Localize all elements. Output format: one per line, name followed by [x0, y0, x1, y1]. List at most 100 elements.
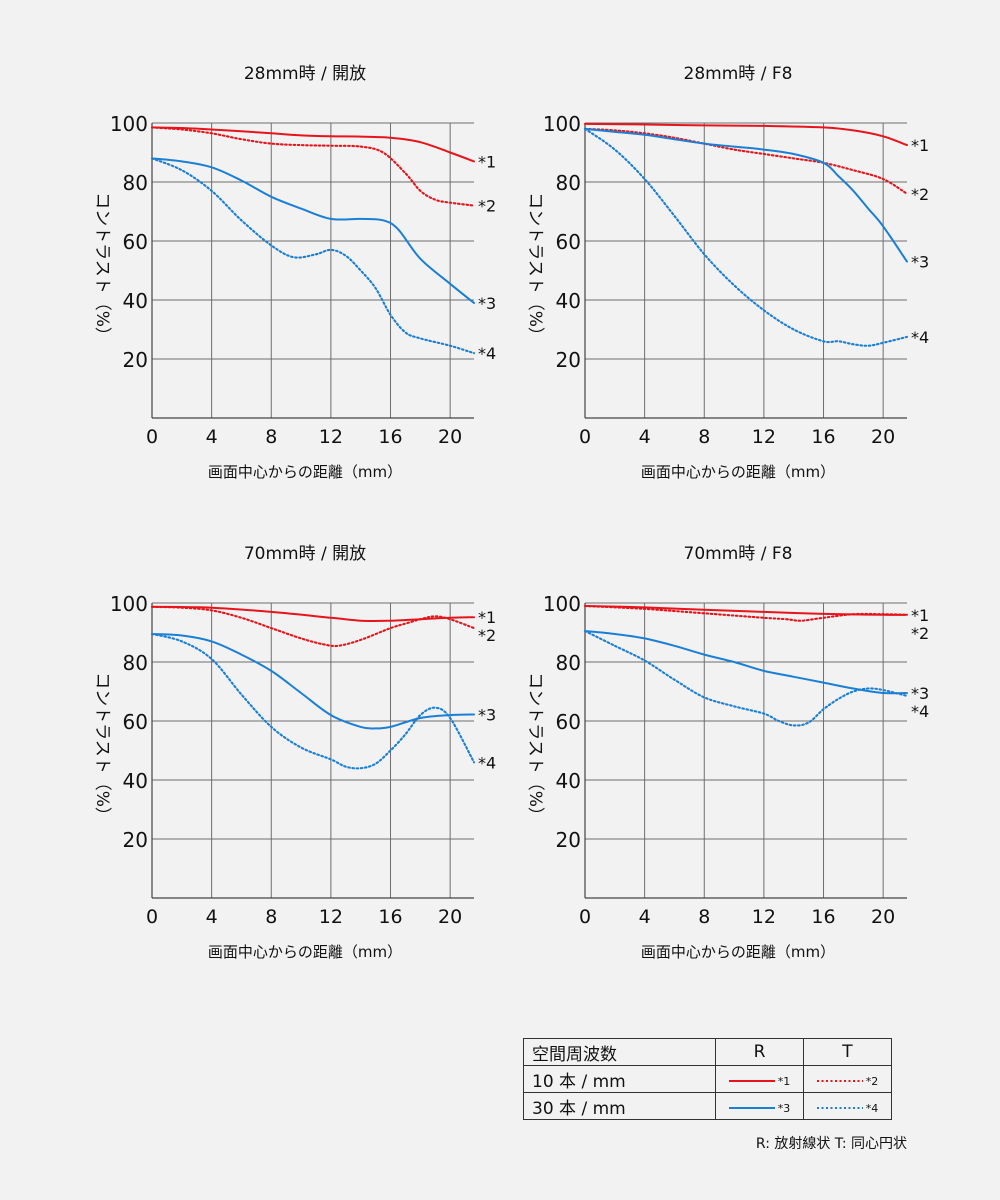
- y-tick-label: 100: [543, 112, 581, 136]
- x-tick-label: 16: [378, 906, 402, 928]
- y-tick-label: 60: [556, 710, 581, 734]
- x-tick-label: 20: [871, 906, 895, 928]
- x-tick-label: 4: [206, 906, 218, 928]
- legend-line-solid-red: [728, 1080, 775, 1082]
- x-tick-label: 16: [378, 426, 402, 448]
- y-tick-label: 60: [556, 230, 581, 254]
- series-line: [150, 157, 476, 355]
- legend-line-dotted-red: [816, 1080, 863, 1082]
- legend-line-solid-blue: [728, 1107, 775, 1109]
- series-line: [583, 629, 909, 727]
- series-end-label: *3: [478, 706, 496, 725]
- x-tick-label: 0: [579, 426, 591, 448]
- series-end-label: *3: [911, 253, 929, 272]
- y-tick-label: 80: [556, 171, 581, 195]
- y-tick-label: 60: [123, 230, 148, 254]
- x-tick-label: 0: [146, 906, 158, 928]
- y-axis-label: コントラスト（%）: [92, 192, 112, 344]
- y-tick-label: 80: [556, 651, 581, 675]
- legend-col-t: T: [803, 1038, 892, 1066]
- series-end-label: *4: [478, 753, 496, 772]
- x-tick-label: 12: [752, 426, 776, 448]
- series-line: [583, 127, 909, 195]
- legend-title: 空間周波数: [523, 1038, 716, 1066]
- y-tick-label: 100: [110, 592, 148, 616]
- x-tick-label: 12: [319, 906, 343, 928]
- legend-sample-r3: *3: [715, 1092, 804, 1120]
- series-line: [584, 122, 908, 147]
- series-line: [584, 630, 908, 695]
- y-tick-label: 40: [556, 289, 581, 313]
- x-tick-label: 0: [146, 426, 158, 448]
- x-tick-label: 8: [698, 906, 710, 928]
- x-tick-label: 12: [319, 426, 343, 448]
- series-end-label: *2: [478, 197, 496, 216]
- series-line: [150, 632, 476, 770]
- x-tick-label: 4: [639, 426, 651, 448]
- series-end-label: *1: [478, 152, 496, 171]
- legend-row-label: 30 本 / mm: [523, 1092, 716, 1120]
- series-end-label: *1: [911, 606, 929, 625]
- legend-row-10: 10 本 / mm *1 *2: [523, 1065, 892, 1093]
- x-tick-label: 4: [639, 906, 651, 928]
- y-tick-label: 20: [123, 828, 148, 852]
- legend-sample-t1: *2: [803, 1065, 892, 1093]
- y-tick-label: 40: [556, 769, 581, 793]
- legend-mark: *2: [865, 1074, 879, 1088]
- mtf-panel-3: 70mm時 / 開放 20 40 60 80 100 0 4 8 12 16 20 画面中心からの距離（…: [92, 544, 496, 961]
- mtf-panel-4: 70mm時 / F8 20 40 60 80 100 0 4 8 12 16 20 画面中心からの距離（…: [525, 544, 929, 961]
- series-end-label: *2: [478, 626, 496, 645]
- y-axis-label: コントラスト（%）: [525, 672, 545, 824]
- legend-table: 空間周波数 R T 10 本 / mm *1 *2 30 本 / mm *3: [523, 1038, 892, 1120]
- series-end-label: *1: [911, 136, 929, 155]
- y-tick-label: 100: [543, 592, 581, 616]
- y-axis-label: コントラスト（%）: [92, 672, 112, 824]
- chart-title: 70mm時 / F8: [684, 544, 793, 564]
- legend-mark: *4: [865, 1101, 879, 1115]
- y-tick-label: 100: [110, 112, 148, 136]
- y-tick-label: 80: [123, 651, 148, 675]
- series-end-label: *2: [911, 185, 929, 204]
- series-line: [583, 604, 909, 622]
- y-tick-label: 40: [123, 769, 148, 793]
- series-end-label: *4: [911, 328, 929, 347]
- series-end-label: *4: [911, 702, 929, 721]
- x-tick-label: 12: [752, 906, 776, 928]
- series-end-label: *4: [478, 344, 496, 363]
- series-line: [584, 127, 908, 263]
- chart-title: 28mm時 / 開放: [244, 64, 366, 84]
- y-tick-label: 20: [556, 828, 581, 852]
- series-line: [151, 126, 475, 163]
- series-end-label: *3: [911, 684, 929, 703]
- series-end-label: *1: [478, 608, 496, 627]
- series-line: [151, 605, 475, 622]
- x-axis-label: 画面中心からの距離（mm）: [208, 463, 402, 481]
- legend-mark: *1: [777, 1074, 791, 1088]
- mtf-panel-2: 28mm時 / F8 20 40 60 80 100 0 4 8 12 16 20 画面中心からの距離（…: [525, 64, 929, 481]
- y-tick-label: 60: [123, 710, 148, 734]
- chart-title: 70mm時 / 開放: [244, 544, 366, 564]
- x-axis-label: 画面中心からの距離（mm）: [208, 943, 402, 961]
- mtf-panel-1: 28mm時 / 開放 20 40 60 80 100 0 4 8 12 16 20 画面中心からの距離（…: [92, 64, 496, 481]
- legend-sample-r1: *1: [715, 1065, 804, 1093]
- y-tick-label: 20: [556, 348, 581, 372]
- series-end-label: *2: [911, 624, 929, 643]
- x-tick-label: 20: [438, 426, 462, 448]
- chart-title: 28mm時 / F8: [684, 64, 793, 84]
- legend-row-label: 10 本 / mm: [523, 1065, 716, 1093]
- legend-line-dotted-blue: [816, 1107, 863, 1109]
- x-tick-label: 8: [698, 426, 710, 448]
- series-line: [150, 605, 476, 648]
- x-tick-label: 16: [811, 426, 835, 448]
- x-tick-label: 20: [871, 426, 895, 448]
- x-axis-label: 画面中心からの距離（mm）: [641, 943, 835, 961]
- y-tick-label: 20: [123, 348, 148, 372]
- series-line: [151, 157, 475, 304]
- x-tick-label: 0: [579, 906, 591, 928]
- x-tick-label: 4: [206, 426, 218, 448]
- x-tick-label: 20: [438, 906, 462, 928]
- legend-sample-t4: *4: [803, 1092, 892, 1120]
- x-tick-label: 16: [811, 906, 835, 928]
- x-tick-label: 8: [265, 426, 277, 448]
